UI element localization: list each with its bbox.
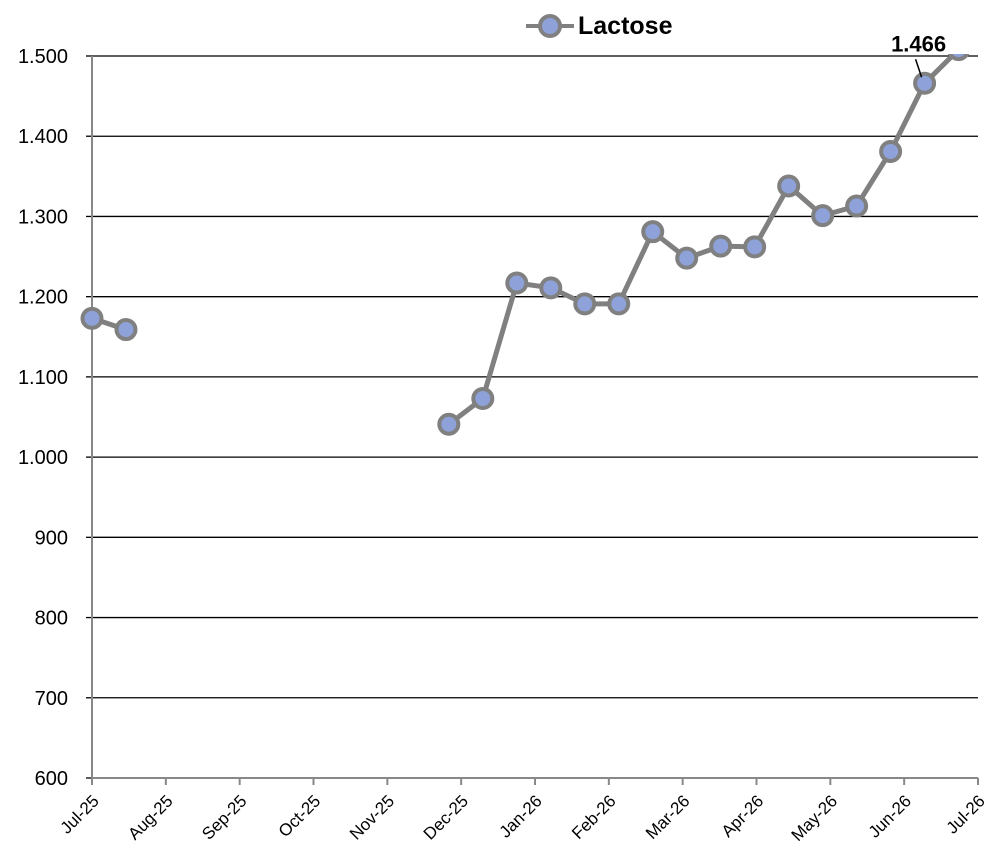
data-point <box>114 318 138 342</box>
data-point <box>80 306 104 330</box>
x-tick-label: May-26 <box>788 791 842 845</box>
y-tick-label: 700 <box>35 688 68 710</box>
x-tick-label: Jul-25 <box>57 791 103 837</box>
y-tick-label: 1.400 <box>18 126 68 148</box>
data-point <box>743 235 767 259</box>
y-tick-label: 1.000 <box>18 447 68 469</box>
x-tick-label: Sep-25 <box>198 791 250 843</box>
y-tick-label: 800 <box>35 608 68 630</box>
y-tick-label: 1.100 <box>18 367 68 389</box>
data-point <box>539 276 563 300</box>
legend-label: Lactose <box>578 11 673 40</box>
y-tick-label: 600 <box>35 768 68 790</box>
x-tick-label: Jun-26 <box>865 791 915 841</box>
x-tick-label: Apr-26 <box>718 791 768 841</box>
x-tick-label: Oct-25 <box>275 791 325 841</box>
x-tick-label: Jul-26 <box>943 791 985 837</box>
data-point <box>675 246 699 270</box>
x-tick-label: Mar-26 <box>642 791 694 843</box>
annotation-leader <box>914 59 923 78</box>
x-tick-label: Feb-26 <box>568 791 620 843</box>
legend-line-marker-icon <box>526 14 574 38</box>
series-line <box>447 54 958 427</box>
data-label: 1.466 <box>891 31 946 56</box>
x-tick-label: Jan-26 <box>496 791 546 841</box>
x-tick-label: Nov-25 <box>346 791 398 843</box>
data-point <box>811 204 835 228</box>
data-point <box>573 292 597 316</box>
data-point <box>607 292 631 316</box>
data-point <box>709 234 733 258</box>
data-point <box>641 220 665 244</box>
y-tick-label: 1.300 <box>18 206 68 228</box>
x-tick-label: Dec-25 <box>420 791 472 843</box>
y-tick-label: 1.200 <box>18 287 68 309</box>
x-tick-label: Aug-25 <box>124 791 176 843</box>
data-point <box>879 139 903 163</box>
data-point <box>471 387 495 411</box>
y-tick-label: 1.500 <box>18 46 68 68</box>
data-point <box>845 194 869 218</box>
data-point <box>437 412 461 436</box>
data-point <box>913 71 937 95</box>
series-group <box>80 54 970 436</box>
data-point <box>777 174 801 198</box>
data-point <box>947 54 970 62</box>
data-point <box>505 271 529 295</box>
legend: Lactose <box>526 6 672 46</box>
y-tick-label: 900 <box>35 527 68 549</box>
